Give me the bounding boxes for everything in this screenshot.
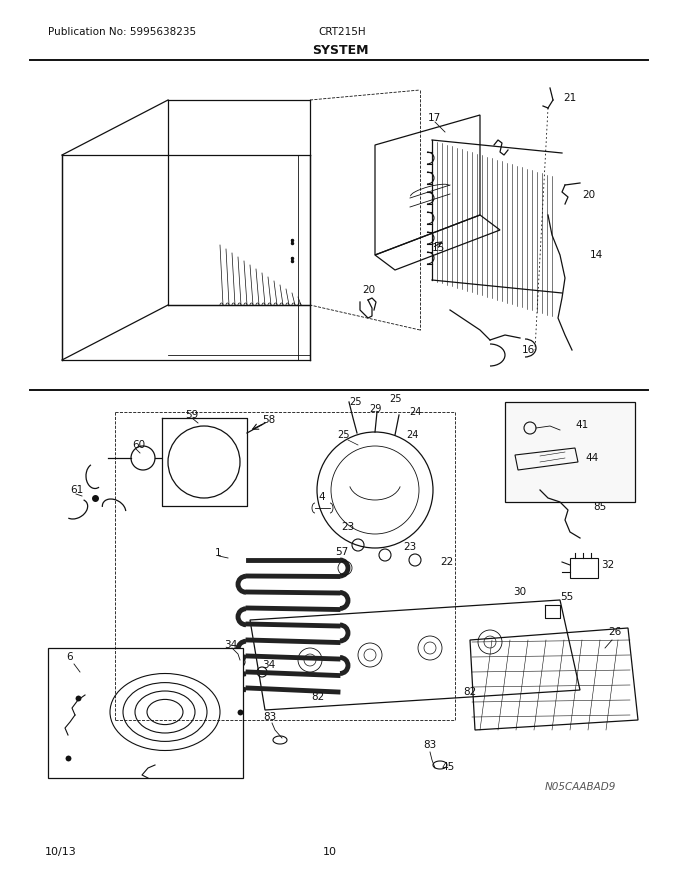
Bar bbox=[505, 402, 635, 502]
Text: 21: 21 bbox=[563, 93, 576, 103]
Text: 22: 22 bbox=[441, 557, 454, 567]
Text: 4: 4 bbox=[319, 492, 325, 502]
Text: 41: 41 bbox=[575, 420, 588, 430]
Text: 83: 83 bbox=[424, 740, 437, 750]
Text: 25: 25 bbox=[389, 394, 401, 404]
Text: 6: 6 bbox=[67, 652, 73, 662]
Text: 60: 60 bbox=[132, 440, 145, 450]
Text: 59: 59 bbox=[185, 410, 199, 420]
Text: 58: 58 bbox=[262, 415, 275, 425]
Text: 44: 44 bbox=[585, 453, 598, 463]
Text: 16: 16 bbox=[522, 345, 535, 355]
Text: 26: 26 bbox=[609, 627, 622, 637]
Text: 57: 57 bbox=[335, 547, 349, 557]
Text: SYSTEM: SYSTEM bbox=[311, 43, 369, 56]
Text: 61: 61 bbox=[70, 485, 83, 495]
Bar bbox=[48, 648, 243, 778]
Text: 24: 24 bbox=[406, 430, 418, 440]
Text: CRT215H: CRT215H bbox=[318, 27, 366, 37]
Text: 17: 17 bbox=[428, 113, 441, 123]
Text: 10/13: 10/13 bbox=[45, 847, 77, 857]
Text: 29: 29 bbox=[369, 404, 381, 414]
Text: 55: 55 bbox=[560, 592, 574, 602]
Text: 32: 32 bbox=[601, 560, 615, 570]
Text: 14: 14 bbox=[590, 250, 603, 260]
Text: 23: 23 bbox=[341, 522, 355, 532]
Text: 20: 20 bbox=[362, 285, 375, 295]
Text: 83: 83 bbox=[263, 712, 277, 722]
Text: 82: 82 bbox=[463, 687, 477, 697]
Text: 23: 23 bbox=[403, 542, 417, 552]
Text: 34: 34 bbox=[262, 660, 275, 670]
Text: 25: 25 bbox=[337, 430, 350, 440]
Text: 24: 24 bbox=[409, 407, 421, 417]
Text: 34: 34 bbox=[224, 640, 237, 650]
Text: 25: 25 bbox=[349, 397, 361, 407]
Text: 30: 30 bbox=[513, 587, 526, 597]
Text: 20: 20 bbox=[582, 190, 595, 200]
Text: Publication No: 5995638235: Publication No: 5995638235 bbox=[48, 27, 196, 37]
Bar bbox=[570, 558, 598, 578]
Text: 45: 45 bbox=[441, 762, 455, 772]
Text: 10: 10 bbox=[323, 847, 337, 857]
Text: 85: 85 bbox=[594, 502, 607, 512]
Text: 15: 15 bbox=[432, 243, 445, 253]
Text: 82: 82 bbox=[311, 692, 324, 702]
Text: N05CAABAD9: N05CAABAD9 bbox=[544, 782, 615, 792]
Text: 1: 1 bbox=[215, 548, 222, 558]
